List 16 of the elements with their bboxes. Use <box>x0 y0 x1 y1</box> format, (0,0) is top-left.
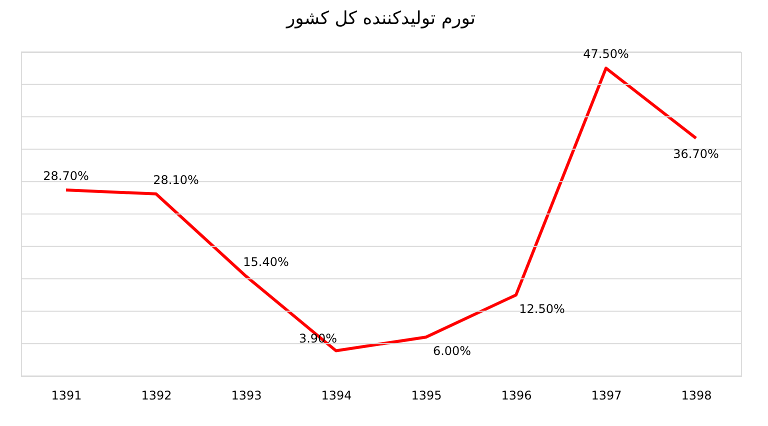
data-label: 28.70% <box>43 169 89 184</box>
x-tick-label: 1397 <box>591 388 622 402</box>
x-tick-label: 1392 <box>141 388 172 402</box>
data-label: 12.50% <box>519 302 565 316</box>
data-label: 15.40% <box>243 255 289 270</box>
x-tick-label: 1398 <box>681 388 712 402</box>
chart-title: تورم تولیدکننده کل کشور <box>285 8 476 30</box>
x-tick-label: 1393 <box>231 388 262 402</box>
x-tick-label: 1391 <box>51 388 82 402</box>
data-label: 36.70% <box>673 147 719 162</box>
data-label: 6.00% <box>432 344 472 358</box>
data-label: 28.10% <box>153 172 199 187</box>
data-label: 47.50% <box>583 47 629 62</box>
x-tick-label: 1394 <box>321 388 352 402</box>
x-tick-label: 1396 <box>501 388 532 402</box>
x-tick-label: 1395 <box>411 388 442 402</box>
